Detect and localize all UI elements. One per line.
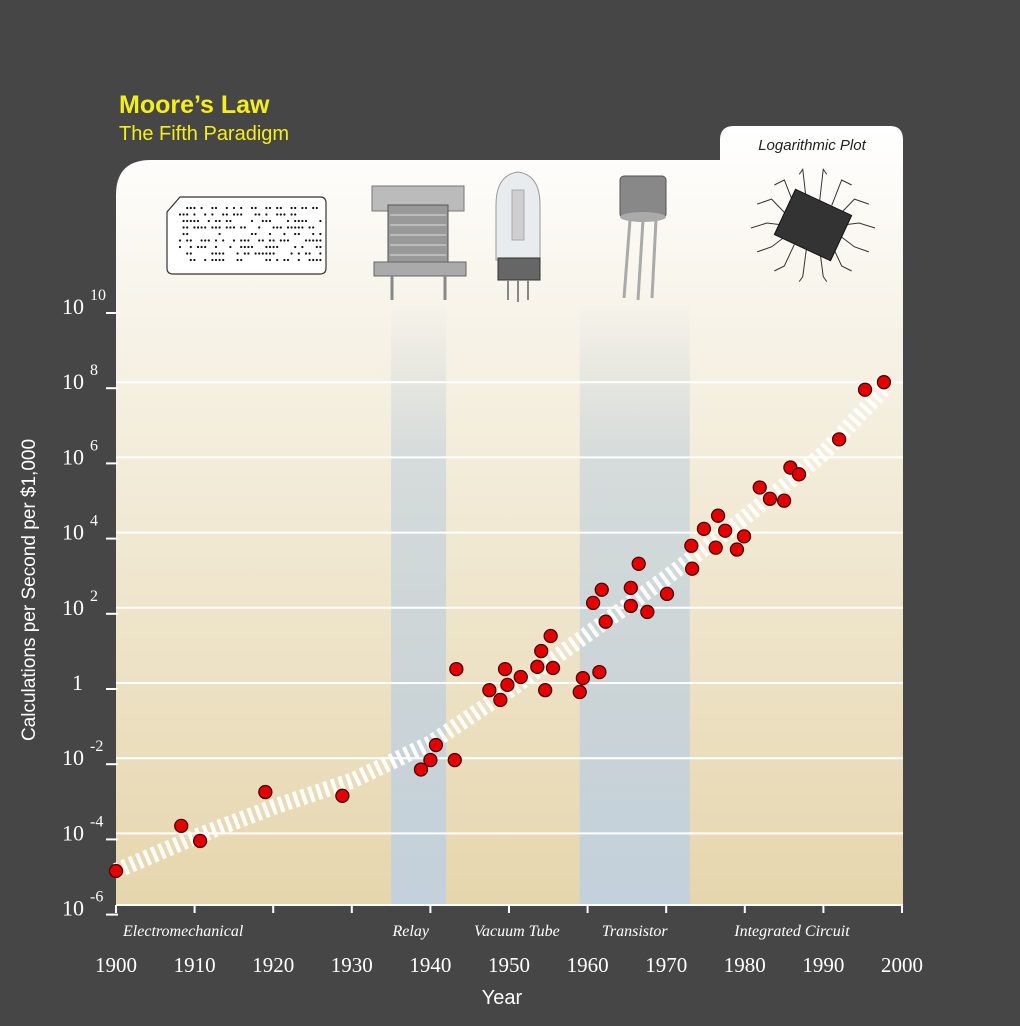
punch-card-icon: [166, 196, 327, 275]
data-point: [623, 598, 638, 614]
x-tick-label: 1930: [331, 953, 373, 977]
data-point: [857, 382, 873, 397]
y-tick-exponent: 4: [90, 513, 98, 530]
paradigm-label: Integrated Circuit: [733, 923, 850, 940]
data-point: [530, 659, 545, 674]
data-point: [710, 508, 726, 523]
data-point: [684, 561, 700, 576]
data-point: [791, 467, 807, 482]
x-tick-label: 1990: [802, 953, 844, 977]
y-tick-label: 10: [62, 294, 84, 319]
chart-title: Moore’s Law: [119, 91, 270, 119]
data-point: [762, 491, 778, 506]
y-tick-exponent: -4: [90, 813, 103, 830]
data-point: [876, 375, 892, 390]
relay-icon: [371, 185, 467, 300]
data-point: [572, 684, 587, 700]
data-point: [174, 818, 189, 834]
data-point: [631, 556, 646, 571]
data-point: [659, 586, 675, 602]
paradigm-label: Relay: [392, 923, 430, 940]
log-plot-tab-label: Logarithmic Plot: [758, 137, 866, 154]
paradigm-label: Transistor: [602, 923, 669, 940]
data-point: [423, 752, 438, 768]
data-point: [335, 788, 350, 803]
data-point: [684, 538, 699, 553]
data-point: [752, 480, 767, 495]
chart-subtitle: The Fifth Paradigm: [119, 123, 290, 145]
data-point: [543, 628, 558, 644]
data-point: [545, 660, 561, 676]
x-axis-label: Year: [481, 987, 523, 1009]
y-tick-exponent: 6: [90, 437, 98, 454]
x-tick-label: 2000: [881, 953, 923, 977]
paradigm-label: Vacuum Tube: [474, 923, 560, 940]
data-point: [776, 493, 792, 508]
y-tick-exponent: 10: [90, 287, 106, 304]
y-tick-label: 10: [62, 520, 84, 545]
integrated-circuit-icon: [750, 168, 876, 282]
data-point: [108, 863, 124, 879]
data-point: [575, 670, 591, 686]
x-tick-label: 1920: [252, 953, 294, 977]
data-point: [598, 614, 613, 629]
y-tick-label: 10: [62, 896, 84, 921]
data-point: [831, 432, 847, 447]
data-point: [729, 542, 745, 557]
data-point: [482, 682, 497, 698]
data-point: [592, 664, 607, 680]
data-point: [708, 540, 723, 555]
data-point: [623, 580, 638, 596]
y-axis-label: Calculations per Second per $1,000: [19, 438, 40, 742]
data-point: [538, 682, 553, 698]
x-tick-label: 1960: [567, 953, 609, 977]
paradigm-label: Electromechanical: [122, 923, 244, 940]
data-point: [447, 752, 462, 768]
x-tick-label: 1980: [724, 953, 766, 977]
y-tick-label: 10: [62, 820, 84, 845]
x-tick-label: 1950: [488, 953, 530, 977]
y-tick-exponent: 2: [90, 588, 98, 605]
x-tick-label: 1910: [174, 953, 216, 977]
y-tick-exponent: 8: [90, 362, 98, 379]
data-point: [640, 604, 655, 620]
data-point: [413, 762, 429, 777]
data-point: [500, 677, 515, 693]
transistor-icon: [619, 175, 667, 301]
plot-panel: [116, 126, 903, 905]
data-point: [594, 582, 609, 597]
y-tick-label: 1: [72, 670, 83, 695]
data-point: [534, 643, 549, 659]
data-point: [513, 669, 528, 685]
y-tick-label: 10: [62, 595, 84, 620]
y-tick-exponent: -2: [90, 738, 103, 755]
paradigm-band: [391, 300, 447, 905]
x-tick-label: 1970: [645, 953, 687, 977]
data-point: [696, 521, 712, 536]
y-tick-label: 10: [62, 745, 84, 770]
data-point: [497, 661, 513, 677]
vacuum-tube-icon: [495, 171, 541, 302]
x-tick-label: 1940: [409, 953, 451, 977]
x-tick-label: 1900: [95, 953, 137, 977]
data-point: [428, 737, 444, 753]
data-point: [718, 523, 733, 538]
data-point: [585, 595, 601, 611]
data-point: [449, 661, 464, 677]
data-point: [258, 784, 273, 800]
data-point: [192, 833, 208, 849]
y-tick-exponent: -6: [90, 889, 103, 906]
data-point: [493, 692, 508, 708]
y-tick-label: 10: [62, 444, 84, 469]
data-point: [736, 529, 752, 544]
y-tick-label: 10: [62, 369, 84, 394]
